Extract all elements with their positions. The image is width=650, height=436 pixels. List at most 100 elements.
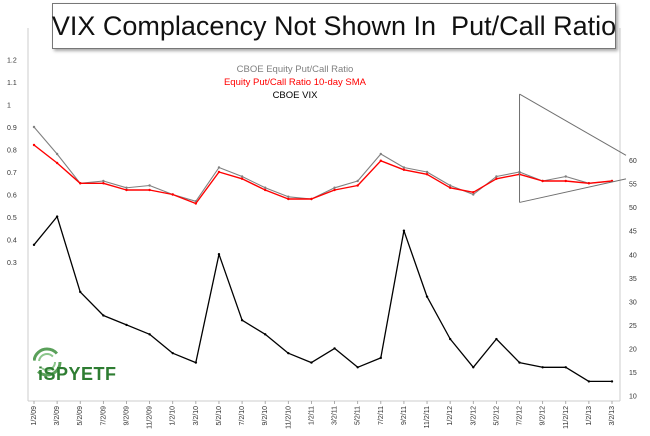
chart-title-box: VIX Complacency Not Shown In Put/Call Ra… [52, 3, 616, 49]
data-point [333, 188, 336, 192]
data-point [425, 173, 429, 176]
left-tick-label: 0.3 [7, 260, 17, 267]
data-point [402, 168, 406, 171]
chart-title: VIX Complacency Not Shown In Put/Call Ra… [51, 10, 617, 41]
data-point [541, 179, 544, 183]
x-tick-label: 5/2/09 [77, 406, 84, 426]
x-tick-label: 11/2/09 [147, 406, 154, 429]
data-point [217, 166, 221, 169]
data-point [79, 182, 82, 185]
wedge-lower-line [519, 178, 627, 203]
wedge-trendlines [519, 93, 627, 203]
x-tick-label: 1/2/12 [447, 406, 454, 426]
right-tick-label: 45 [629, 229, 637, 236]
data-point [518, 361, 521, 364]
legend-entry-pc-ratio: CBOE Equity Put/Call Ratio [236, 64, 354, 75]
data-point [448, 186, 452, 189]
x-tick-label: 5/2/10 [216, 406, 223, 426]
data-point [495, 175, 498, 178]
series-line-sma [33, 144, 613, 205]
data-point [310, 361, 313, 364]
right-tick-label: 25 [629, 323, 637, 330]
x-tick-label: 11/2/11 [424, 406, 431, 428]
right-tick-label: 10 [629, 394, 637, 401]
data-point [310, 197, 313, 201]
left-tick-label: 1.1 [7, 80, 17, 87]
data-point [194, 361, 198, 364]
x-tick-label: 1/2/09 [31, 406, 38, 426]
x-tick-label: 9/2/11 [401, 406, 408, 425]
data-point [587, 182, 591, 185]
x-tick-label: 1/2/10 [170, 406, 177, 426]
series-line-vix [33, 215, 612, 383]
right-tick-label: 40 [629, 252, 637, 259]
x-tick-label: 9/2/12 [540, 406, 547, 426]
data-point [472, 366, 475, 369]
data-point [125, 188, 128, 192]
data-point [472, 193, 475, 196]
data-point [125, 186, 128, 189]
data-point [32, 243, 36, 247]
data-point [356, 184, 359, 187]
data-point [194, 202, 198, 205]
right-axis-ticks: 10 15 20 25 30 35 40 45 50 55 60 [629, 158, 637, 400]
data-point [379, 356, 382, 360]
data-point [55, 161, 59, 165]
data-point [379, 152, 382, 156]
x-tick-label: 7/2/12 [517, 406, 524, 426]
legend-entry-vix: CBOE VIX [272, 90, 318, 101]
left-axis-ticks: 0.3 0.4 0.5 0.6 0.7 0.8 0.9 1 1.1 1.2 [7, 58, 17, 268]
x-axis-ticks: 1/2/09 3/2/09 5/2/09 7/2/09 9/2/09 11/2/09 1/2… [31, 401, 616, 429]
x-tick-label: 11/2/10 [285, 406, 292, 429]
left-tick-label: 0.6 [7, 193, 17, 200]
data-point [148, 188, 151, 192]
left-tick-label: 1.2 [7, 58, 17, 65]
right-tick-label: 35 [629, 276, 637, 283]
x-tick-label: 3/2/13 [609, 406, 616, 426]
data-point [287, 351, 290, 355]
data-point [264, 186, 267, 189]
data-point [32, 125, 36, 129]
x-tick-label: 5/2/11 [355, 406, 362, 425]
legend-entry-sma: Equity Put/Call Ratio 10-day SMA [223, 77, 367, 88]
left-tick-label: 0.5 [7, 215, 17, 222]
data-point [448, 337, 452, 341]
data-point [587, 380, 591, 383]
data-point [287, 197, 290, 201]
right-tick-label: 50 [629, 205, 637, 212]
x-tick-label: 11/2/12 [563, 406, 570, 429]
data-point [125, 323, 128, 327]
left-tick-label: 0.7 [7, 170, 17, 177]
data-point [240, 177, 244, 180]
x-tick-label: 9/2/10 [262, 406, 269, 426]
legend: CBOE Equity Put/Call Ratio Equity Put/Ca… [190, 63, 400, 102]
data-point [333, 186, 336, 189]
data-point [448, 184, 452, 187]
x-tick-label: 3/2/09 [54, 406, 61, 426]
right-tick-label: 60 [629, 158, 637, 165]
logo-icon [33, 347, 62, 377]
series-layer [32, 125, 614, 383]
wedge-upper-line [519, 93, 627, 156]
x-tick-label: 1/2/13 [586, 406, 593, 426]
data-point [79, 290, 82, 294]
x-tick-label: 3/2/11 [332, 406, 339, 425]
data-point [55, 215, 59, 218]
data-point [472, 191, 475, 194]
left-tick-label: 1 [7, 103, 11, 110]
x-tick-label: 7/2/10 [239, 406, 246, 426]
right-tick-label: 15 [629, 370, 637, 377]
x-tick-label: 7/2/11 [378, 406, 385, 425]
data-point [102, 314, 105, 317]
data-point [55, 152, 59, 156]
data-point [240, 175, 244, 178]
data-point [402, 229, 406, 232]
data-point [610, 380, 614, 383]
data-point [564, 366, 567, 369]
data-point [171, 351, 174, 355]
series-line-pc-ratio [33, 126, 613, 202]
data-point [217, 253, 221, 256]
data-point [32, 143, 36, 147]
data-point [102, 179, 105, 183]
